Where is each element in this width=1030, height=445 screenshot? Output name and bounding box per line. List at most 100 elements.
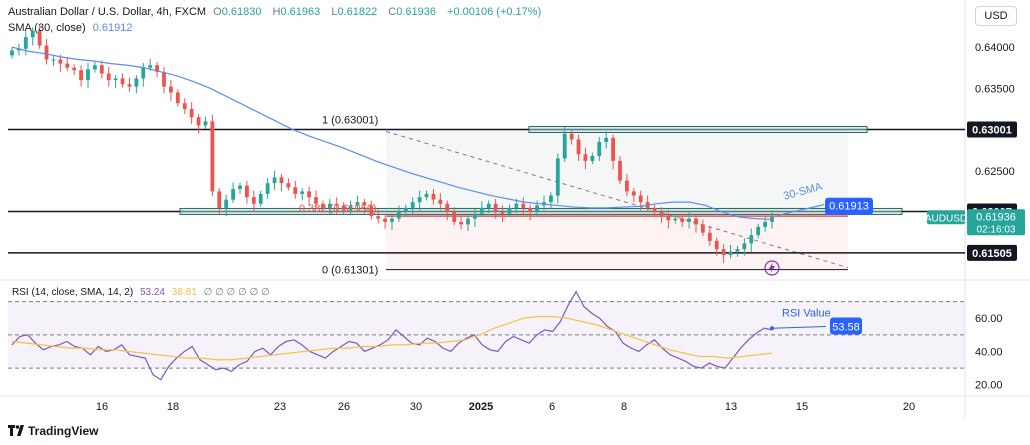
candle-body: [162, 71, 166, 87]
candle-body: [625, 180, 629, 192]
candle-body: [134, 78, 139, 87]
time-axis[interactable]: 16 18 23 26 30 2025 6 8 13 15 20: [96, 401, 915, 413]
candle-body: [410, 202, 415, 208]
candle-body: [701, 224, 705, 233]
candle-body: [417, 197, 422, 203]
low-value: 0.61822: [337, 6, 378, 18]
price-legend: Australian Dollar / U.S. Dollar, 4h, FXC…: [8, 6, 545, 18]
candle-body: [466, 218, 470, 225]
sma-callout-box: [825, 197, 873, 215]
sma-callout-value: 0.61913: [829, 201, 869, 213]
candle-body: [334, 203, 339, 206]
candle-body: [618, 160, 622, 181]
brand-name: TradingView: [28, 424, 99, 438]
time-tick-label: 15: [796, 401, 808, 413]
candle-body: [37, 30, 42, 46]
candle-body: [251, 197, 256, 204]
candle-body: [182, 103, 187, 109]
rsi-label[interactable]: RSI (14, close, SMA, 14, 2): [12, 287, 134, 298]
fib-trend-line: [385, 131, 849, 269]
candle-body: [728, 251, 733, 255]
candle-body: [749, 235, 754, 244]
rsi-tick-label: 20.00: [975, 380, 1003, 392]
fib-0-label: 0 (0.61301): [322, 265, 378, 277]
candle-body: [459, 221, 463, 225]
price-tag-current: [967, 209, 1025, 236]
candle-body: [549, 195, 553, 203]
candle-body: [99, 65, 104, 74]
fib-labels: 1 (0.63001) 0.382 (0.61950) 0 (0.61301): [299, 114, 780, 277]
candle-body: [694, 218, 698, 225]
rsi-value: 53.24: [139, 287, 165, 298]
fib-zones: [385, 129, 849, 271]
candle-body: [611, 137, 615, 161]
time-tick-label: 6: [549, 401, 555, 413]
candle-body: [445, 203, 450, 213]
candle-body: [521, 203, 526, 208]
symbol-title[interactable]: Australian Dollar / U.S. Dollar, 4h, FXC…: [8, 6, 207, 18]
candle-body: [58, 59, 63, 64]
fib-upper-zone: [386, 129, 848, 217]
sma-30-line: [11, 46, 773, 221]
candle-body: [528, 207, 533, 213]
candle-body: [217, 191, 222, 208]
candle-body: [51, 59, 56, 61]
price-tick-label: 0.64000: [975, 42, 1015, 54]
candle-body: [72, 67, 77, 71]
candle-body: [735, 249, 740, 252]
sma-label[interactable]: SMA (30, close): [8, 22, 86, 34]
candle-body: [590, 155, 595, 161]
candle-body: [245, 185, 249, 198]
candle-body: [369, 205, 374, 217]
candle-body: [707, 232, 712, 241]
low-label: L: [331, 6, 338, 18]
candle-body: [293, 187, 298, 194]
price-axis[interactable]: 0.64000 0.63500 0.62500 60.00 40.00 20.00: [975, 42, 1015, 392]
time-tick-label: 26: [338, 401, 350, 413]
candlestick-series: [10, 25, 774, 264]
candle-body: [438, 199, 443, 204]
candle-body: [666, 216, 671, 221]
candle-body: [113, 78, 118, 81]
candle-body: [486, 203, 491, 208]
grid-lines: [0, 0, 1030, 418]
rsi-callout-label: RSI Value: [782, 308, 831, 320]
candle-body: [279, 177, 284, 184]
fib-1-label: 1 (0.63001): [322, 114, 378, 126]
candle-body: [652, 207, 657, 213]
candle-body: [348, 205, 353, 211]
candle-body: [17, 48, 21, 51]
rsi-pane: [8, 290, 965, 381]
currency-button[interactable]: USD: [975, 6, 1017, 26]
candle-body: [673, 218, 678, 221]
time-tick-label: 20: [903, 401, 915, 413]
candle-body: [341, 205, 346, 211]
candle-body: [742, 243, 747, 250]
candle-body: [376, 216, 381, 219]
price-tick-label: 0.63500: [975, 83, 1015, 95]
candle-body: [196, 117, 201, 126]
candle-body: [44, 45, 49, 60]
sma-value: 0.61912: [92, 22, 133, 34]
event-lightning-icon: [764, 260, 780, 276]
time-tick-label: 13: [725, 401, 737, 413]
high-label: H: [272, 6, 281, 18]
candle-body: [258, 193, 263, 204]
candle-body: [65, 63, 70, 68]
rsi-callout-dot: [770, 326, 774, 331]
fib-lower-zone: [386, 216, 848, 270]
candle-body: [452, 212, 457, 222]
candle-body: [583, 154, 588, 161]
candle-body: [272, 177, 277, 184]
tradingview-brand: TradingView: [8, 424, 98, 438]
support-box: [179, 207, 903, 215]
candle-body: [659, 212, 664, 217]
candle-body: [79, 70, 83, 81]
rsi-sma-value: 38.81: [171, 287, 197, 298]
time-tick-label: 8: [621, 401, 627, 413]
candle-body: [431, 193, 436, 200]
candle-body: [680, 218, 685, 222]
candle-body: [175, 92, 180, 104]
rsi-callout-arrow: [771, 326, 827, 329]
